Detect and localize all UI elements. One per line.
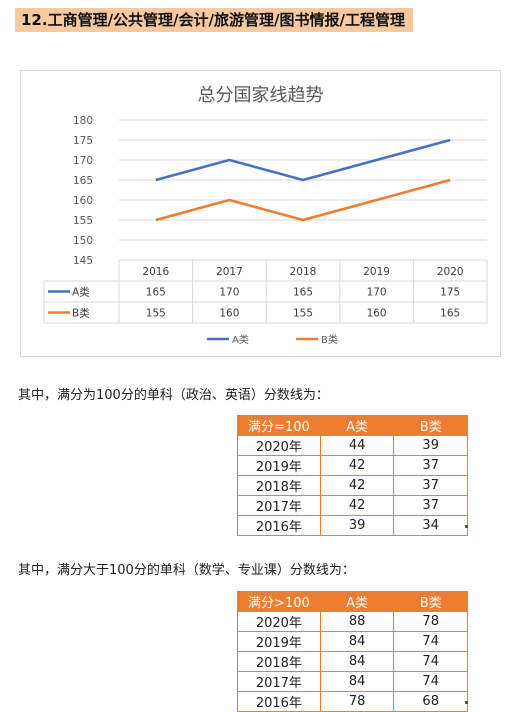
single-subject-over-100-table: 满分>100 A类 B类 2020年 88 78 2019年 84 74 201… <box>237 591 468 712</box>
table-series-label: A类 <box>72 286 90 299</box>
table-row: 2016年 39 34 <box>237 515 468 536</box>
single-subject-100-table: 满分=100 A类 B类 2020年 44 39 2019年 42 37 201… <box>237 415 468 536</box>
chart-title: 总分国家线趋势 <box>197 85 324 106</box>
b-class-cell: 37 <box>393 495 468 516</box>
section2-intro: 其中，满分大于100分的单科（数学、专业课）分数线为： <box>18 563 355 578</box>
data-label: 165 <box>440 308 460 320</box>
legend-label: B类 <box>321 333 338 346</box>
year-cell: 2020年 <box>237 611 321 632</box>
table-row: 2017年 42 37 <box>237 495 468 516</box>
y-tick-label: 155 <box>73 215 93 227</box>
b-class-cell: 34 <box>393 515 468 536</box>
y-tick-label: 160 <box>73 195 93 207</box>
a-class-cell: 84 <box>319 651 395 672</box>
table-row: 2019年 84 74 <box>237 631 468 652</box>
y-tick-label: 180 <box>73 115 93 127</box>
data-label: 175 <box>440 287 460 299</box>
x-tick-label: 2019 <box>363 266 390 278</box>
a-class-cell: 88 <box>319 611 395 632</box>
table-resize-handle <box>465 525 468 528</box>
b-class-cell: 39 <box>393 435 468 456</box>
a-class-cell: 44 <box>319 435 395 456</box>
b-class-cell: 74 <box>393 651 468 672</box>
b-class-cell: 78 <box>393 611 468 632</box>
year-cell: 2019年 <box>237 455 321 476</box>
b-class-cell: 37 <box>393 455 468 476</box>
y-tick-label: 150 <box>73 235 93 247</box>
data-label: 165 <box>146 287 166 299</box>
legend-label: A类 <box>232 333 249 346</box>
data-label: 165 <box>293 287 313 299</box>
b-class-cell: 74 <box>393 671 468 692</box>
year-cell: 2016年 <box>237 515 321 536</box>
a-class-cell: 84 <box>319 631 395 652</box>
table-row: 2017年 84 74 <box>237 671 468 692</box>
y-tick-label: 170 <box>73 155 93 167</box>
data-label: 155 <box>293 308 313 320</box>
header-cell: B类 <box>393 591 468 612</box>
table-row: 2020年 44 39 <box>237 435 468 456</box>
year-cell: 2018年 <box>237 475 321 496</box>
y-tick-label: 175 <box>73 135 93 147</box>
table-header-row: 满分>100 A类 B类 <box>237 591 468 612</box>
line-chart: 145 150 155 160 165 170 175 180 2016 2017 2018 2019… <box>43 115 488 346</box>
series-line-a <box>155 138 451 182</box>
year-cell: 2017年 <box>237 495 321 516</box>
a-class-cell: 42 <box>319 495 395 516</box>
year-cell: 2018年 <box>237 651 321 672</box>
table-row: 2016年 78 68 <box>237 691 468 712</box>
year-cell: 2020年 <box>237 435 321 456</box>
data-label: 160 <box>219 308 239 320</box>
table-header-row: 满分=100 A类 B类 <box>237 415 468 436</box>
a-class-cell: 39 <box>319 515 395 536</box>
header-cell: 满分=100 <box>237 415 321 436</box>
series-line-b <box>155 178 451 222</box>
data-label: 170 <box>219 287 239 299</box>
year-cell: 2016年 <box>237 691 321 712</box>
page-title: 12.工商管理/公共管理/会计/旅游管理/图书情报/工程管理 <box>15 8 413 32</box>
table-series-label: B类 <box>72 307 90 320</box>
b-class-cell: 68 <box>393 691 468 712</box>
table-row: 2018年 84 74 <box>237 651 468 672</box>
x-tick-label: 2017 <box>216 266 243 278</box>
data-label: 170 <box>367 287 387 299</box>
y-tick-label: 145 <box>73 255 93 267</box>
header-cell: 满分>100 <box>237 591 321 612</box>
x-tick-label: 2016 <box>142 266 169 278</box>
x-tick-label: 2018 <box>290 266 317 278</box>
year-cell: 2019年 <box>237 631 321 652</box>
a-class-cell: 84 <box>319 671 395 692</box>
b-class-cell: 74 <box>393 631 468 652</box>
table-resize-handle <box>465 701 468 704</box>
year-cell: 2017年 <box>237 671 321 692</box>
a-class-cell: 78 <box>319 691 395 712</box>
table-row: 2020年 88 78 <box>237 611 468 632</box>
x-tick-label: 2020 <box>437 266 464 278</box>
header-cell: A类 <box>319 415 395 436</box>
data-label: 160 <box>367 308 387 320</box>
table-row: 2019年 42 37 <box>237 455 468 476</box>
b-class-cell: 37 <box>393 475 468 496</box>
header-cell: A类 <box>319 591 395 612</box>
line-chart-card: 总分国家线趋势 145 150 155 160 165 170 175 180 2016 2017… <box>20 70 501 357</box>
data-label: 155 <box>146 308 166 320</box>
y-tick-label: 165 <box>73 175 93 187</box>
header-cell: B类 <box>393 415 468 436</box>
a-class-cell: 42 <box>319 455 395 476</box>
section1-intro: 其中，满分为100分的单科（政治、英语）分数线为： <box>18 388 329 403</box>
a-class-cell: 42 <box>319 475 395 496</box>
table-row: 2018年 42 37 <box>237 475 468 496</box>
